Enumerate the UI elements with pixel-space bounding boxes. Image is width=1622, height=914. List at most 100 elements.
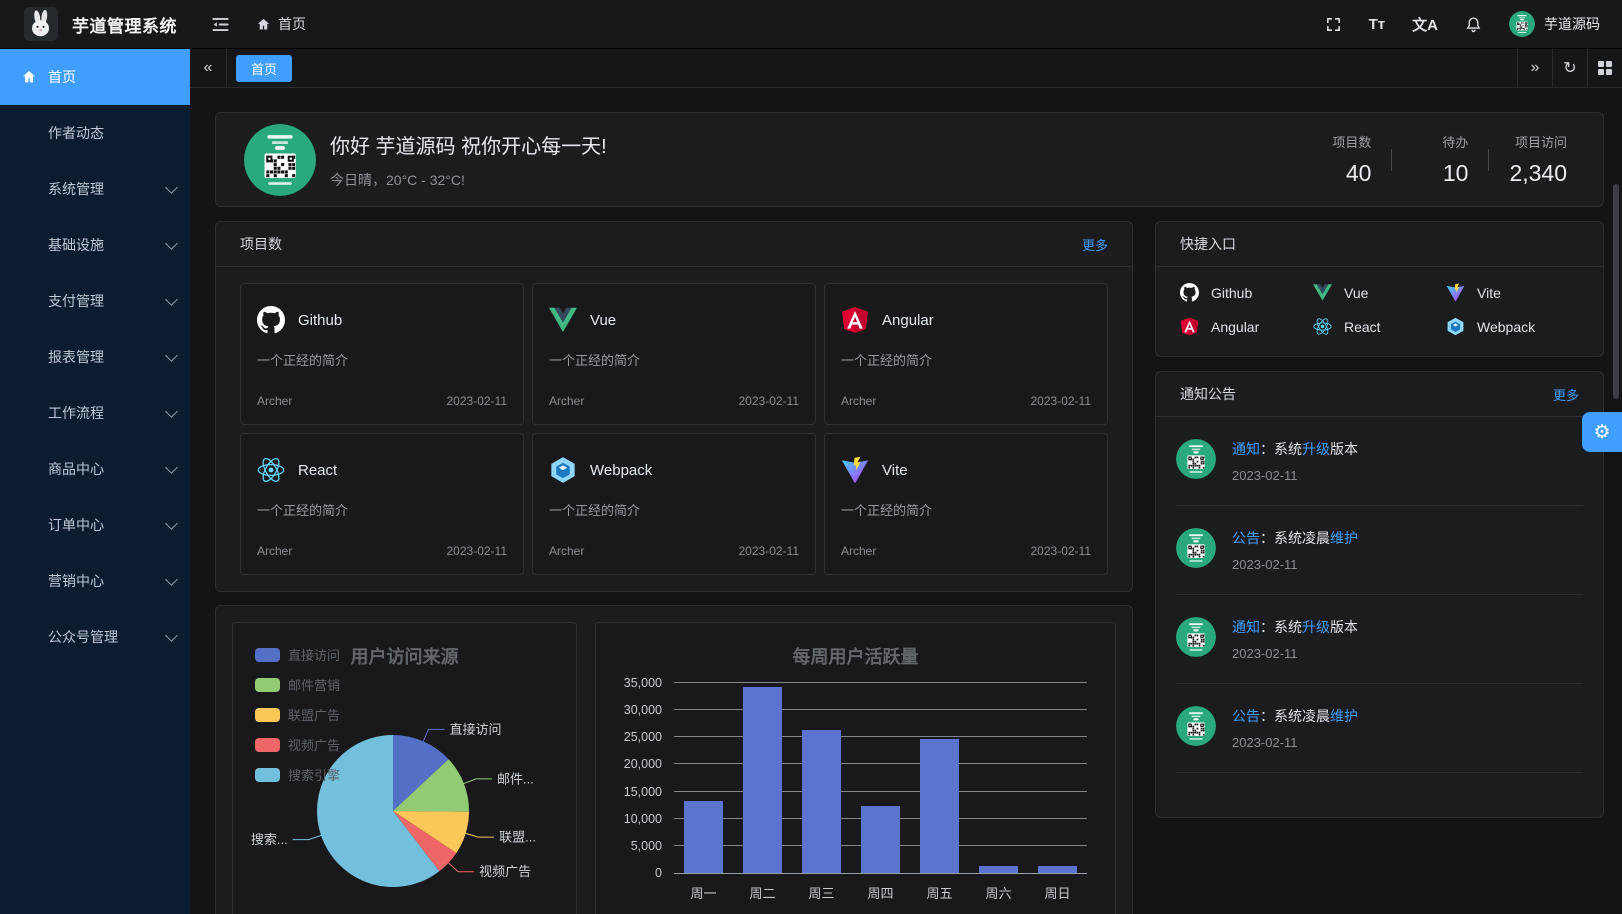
shortcuts-grid: Github Vue Vite Angular React Webpack [1156,267,1603,356]
project-tile-Webpack[interactable]: Webpack 一个正经的简介 Archer 2023-02-11 [532,433,816,575]
pie-chart-legend: 直接访问 邮件营销 联盟广告 视频广告 搜索引擎 [255,645,340,784]
sidebar-item-公众号管理[interactable]: 公众号管理 [0,609,190,665]
stat-label: 项目访问 [1514,135,1567,150]
project-date: 2023-02-11 [738,544,800,558]
sidebar-item-作者动态[interactable]: 作者动态 [0,105,190,161]
angular-icon [1180,317,1199,336]
notice-title-segment: 公告 [1232,530,1260,546]
projects-card: 项目数 更多 Github 一个正经的简介 Archer 2023-02-11 … [215,221,1133,592]
sidebar-item-商品中心[interactable]: 商品中心 [0,441,190,497]
chevron-down-icon [165,516,178,530]
project-date: 2023-02-11 [1030,394,1092,408]
tabs-scroll-right-button[interactable]: » [1517,49,1552,87]
language-icon[interactable]: 文A [1412,16,1438,34]
shortcut-Vite[interactable]: Vite [1446,283,1579,302]
stat-value: 40 [1345,160,1372,186]
projects-more-link[interactable]: 更多 [1081,237,1108,253]
notice-title-segment: 升级 [1302,619,1330,635]
y-axis-label: 20,000 [623,757,662,772]
notification-bell-icon[interactable] [1465,16,1482,33]
sidebar-item-label: 系统管理 [48,181,104,197]
legend-item-视频广告[interactable]: 视频广告 [255,735,340,754]
x-axis-label: 周四 [867,886,894,901]
shortcut-Vue[interactable]: Vue [1313,283,1446,302]
tabs-layout-grid-button[interactable] [1587,49,1622,87]
pie-label-视频广告: 视频广告 [479,864,531,879]
sidebar-item-系统管理[interactable]: 系统管理 [0,161,190,217]
tab-home[interactable]: 首页 [236,54,293,82]
legend-item-联盟广告[interactable]: 联盟广告 [255,705,340,724]
sidebar-item-工作流程[interactable]: 工作流程 [0,385,190,441]
sidebar-item-label: 作者动态 [48,125,104,141]
shortcut-Github[interactable]: Github [1180,283,1313,302]
notice-title-segment: 版本 [1330,619,1358,635]
notice-title-segment: ：系统 [1260,441,1302,457]
sidebar-fold-icon[interactable] [211,15,230,34]
legend-item-邮件营销[interactable]: 邮件营销 [255,675,340,694]
project-name: Webpack [590,461,653,479]
shortcut-Angular[interactable]: Angular [1180,317,1313,336]
chevron-down-icon [165,460,178,474]
user-menu[interactable]: 芋道源码 [1509,11,1600,37]
breadcrumb[interactable]: 首页 [256,14,306,34]
y-axis-label: 35,000 [623,676,662,690]
font-size-icon[interactable]: Tᴛ [1368,15,1386,33]
x-axis-label: 周一 [690,886,717,901]
bar-周六 [979,865,1018,873]
breadcrumb-home-label: 首页 [278,16,306,32]
legend-label: 视频广告 [288,738,341,753]
project-desc: 一个正经的简介 [841,353,933,368]
project-tile-Vite[interactable]: Vite 一个正经的简介 Archer 2023-02-11 [824,433,1108,575]
fullscreen-icon[interactable] [1325,16,1342,33]
project-name: React [298,461,338,479]
project-tile-Angular[interactable]: Angular 一个正经的简介 Archer 2023-02-11 [824,283,1108,425]
menu-icon-slot [20,516,38,534]
project-tile-Vue[interactable]: Vue 一个正经的简介 Archer 2023-02-11 [532,283,816,425]
charts-card: 用户访问来源 直接访问 邮件营销 联盟广告 视频广告 搜索引擎 直接访问 邮件..… [215,605,1133,914]
sidebar-item-首页[interactable]: 首页 [0,49,190,105]
notice-item-2[interactable]: 公告：系统凌晨维护 2023-02-11 [1176,506,1583,595]
project-author: Archer [549,544,585,558]
menu-icon-slot [20,292,38,310]
notice-item-1[interactable]: 通知：系统升级版本 2023-02-11 [1176,417,1583,506]
notice-item-4[interactable]: 公告：系统凌晨维护 2023-02-11 [1176,684,1583,773]
sidebar-item-营销中心[interactable]: 营销中心 [0,553,190,609]
pie-slice-视频广告 [393,811,457,872]
menu-icon-slot [20,628,38,646]
menu-icon-slot [20,404,38,422]
tabs-refresh-button[interactable]: ↻ [1552,49,1587,87]
menu-icon-slot [20,572,38,590]
tabs-collapse-left-button[interactable]: « [190,49,227,87]
pie-label-直接访问: 直接访问 [450,722,502,737]
project-desc: 一个正经的简介 [549,353,641,368]
notice-title-segment: ：系统凌晨 [1260,530,1330,546]
notice-item-3[interactable]: 通知：系统升级版本 2023-02-11 [1176,595,1583,684]
pie-label-联盟广告: 联盟... [499,830,536,845]
y-axis-label: 0 [655,866,662,880]
shortcuts-card-title: 快捷入口 [1180,236,1236,252]
content-scrollbar-thumb[interactable] [1613,184,1619,399]
project-tile-React[interactable]: React 一个正经的简介 Archer 2023-02-11 [240,433,524,575]
react-icon [257,456,285,484]
bar-周一 [684,801,723,873]
x-axis-label: 周二 [749,886,776,901]
pie-label-邮件营销: 邮件... [497,771,534,786]
sidebar-item-支付管理[interactable]: 支付管理 [0,273,190,329]
project-tile-Github[interactable]: Github 一个正经的简介 Archer 2023-02-11 [240,283,524,425]
bar-chart: 0 5,000 10,000 15,000 20,000 25,000 30,000 35,0… [624,676,1087,901]
sidebar-item-订单中心[interactable]: 订单中心 [0,497,190,553]
notice-title: 通知：系统升级版本 [1232,618,1358,636]
notices-more-link[interactable]: 更多 [1552,387,1579,403]
legend-item-搜索引擎[interactable]: 搜索引擎 [255,765,340,784]
y-axis-label: 5,000 [630,838,662,853]
sidebar-item-报表管理[interactable]: 报表管理 [0,329,190,385]
sidebar-item-基础设施[interactable]: 基础设施 [0,217,190,273]
stat-待办: 待办 10 [1412,132,1468,187]
chevron-down-icon [165,292,178,306]
theme-settings-button[interactable]: ⚙ [1582,412,1622,452]
topbar-actions: Tᴛ 文A 芋道源码 [1325,11,1600,37]
legend-item-直接访问[interactable]: 直接访问 [255,645,340,664]
shortcut-Webpack[interactable]: Webpack [1446,317,1579,336]
shortcut-React[interactable]: React [1313,317,1446,336]
